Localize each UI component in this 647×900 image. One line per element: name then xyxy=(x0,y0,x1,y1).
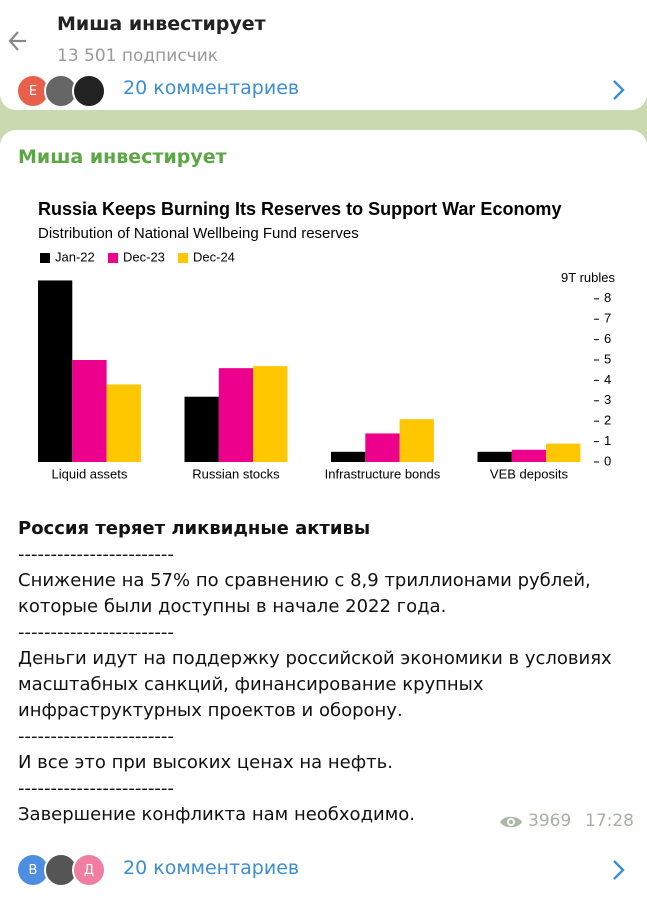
bar xyxy=(106,384,141,462)
post-paragraph: Снижение на 57% по сравнению с 8,9 трилл… xyxy=(18,570,591,617)
legend-label: Dec-23 xyxy=(123,249,165,264)
post-author: Миша инвестирует xyxy=(18,146,227,168)
bar xyxy=(399,419,434,462)
legend-swatch xyxy=(108,253,118,263)
post-heading: Россия теряет ликвидные активы xyxy=(18,518,371,539)
x-tick-label: Liquid assets xyxy=(52,466,128,481)
chevron xyxy=(613,80,625,100)
post-paragraph: Завершение конфликта нам необходимо. xyxy=(18,804,416,825)
comments-bar[interactable]: В Д 20 комментариев xyxy=(0,840,647,900)
avatar xyxy=(44,74,78,108)
post-paragraph: ------------------------ xyxy=(18,622,174,643)
avatar: Д xyxy=(72,853,106,887)
y-tick-label: 1 xyxy=(604,433,611,448)
post: Миша инвестирует Russia Keeps Burning It… xyxy=(0,130,647,840)
chart: Russia Keeps Burning Its Reserves to Sup… xyxy=(38,199,615,481)
bar xyxy=(38,280,73,462)
time: 17:28 xyxy=(585,811,634,831)
chevron xyxy=(613,860,625,880)
y-tick-label: 0 xyxy=(604,453,611,468)
y-tick-label: 6 xyxy=(604,331,611,346)
bar xyxy=(253,366,288,462)
bar xyxy=(72,360,107,462)
post-body: ------------------------ Снижение на 57% … xyxy=(18,542,628,828)
y-tick-label: 9T rubles xyxy=(561,270,615,285)
comments-link[interactable]: 20 комментариев xyxy=(123,77,300,99)
avatar xyxy=(72,74,106,108)
bar xyxy=(184,396,219,462)
legend-label: Jan-22 xyxy=(55,249,95,264)
x-tick-label: VEB deposits xyxy=(490,466,569,481)
header: Миша инвестирует 13 501 подписчик xyxy=(0,0,647,80)
x-tick-label: Russian stocks xyxy=(192,466,280,481)
x-tick-label: Infrastructure bonds xyxy=(325,466,441,481)
bar xyxy=(365,433,400,462)
y-tick-label: 5 xyxy=(604,351,611,366)
bar xyxy=(546,443,581,462)
post-paragraph: ------------------------ xyxy=(18,544,174,565)
y-tick-label: 2 xyxy=(604,413,611,428)
subscribers: 13 501 подписчик xyxy=(57,46,219,66)
post-paragraph: ------------------------ xyxy=(18,778,174,799)
bar xyxy=(331,451,366,462)
post-paragraph: И все это при высоких ценах на нефть. xyxy=(18,752,393,773)
comments-link[interactable]: 20 комментариев xyxy=(123,857,300,879)
bar xyxy=(511,449,547,462)
channel-title: Миша инвестирует xyxy=(57,13,266,35)
chart-subtitle: Distribution of National Wellbeing Fund … xyxy=(38,225,359,242)
legend-swatch xyxy=(178,253,188,263)
views: 3969 xyxy=(528,811,572,831)
y-tick-label: 4 xyxy=(604,372,611,387)
comments-bar[interactable]: Е 20 комментариев xyxy=(0,74,647,110)
bar xyxy=(477,451,512,462)
chart-title: Russia Keeps Burning Its Reserves to Sup… xyxy=(38,199,561,219)
post-paragraph: Деньги идут на поддержку российской экон… xyxy=(18,648,612,721)
y-tick-label: 3 xyxy=(604,392,611,407)
post-paragraph: ------------------------ xyxy=(18,726,174,747)
legend-swatch xyxy=(40,253,50,263)
bar xyxy=(218,368,254,462)
legend-label: Dec-24 xyxy=(193,249,235,264)
views-icon xyxy=(500,816,522,828)
back-icon[interactable] xyxy=(6,28,32,54)
y-tick-label: 7 xyxy=(604,311,611,326)
y-tick-label: 8 xyxy=(604,290,611,305)
